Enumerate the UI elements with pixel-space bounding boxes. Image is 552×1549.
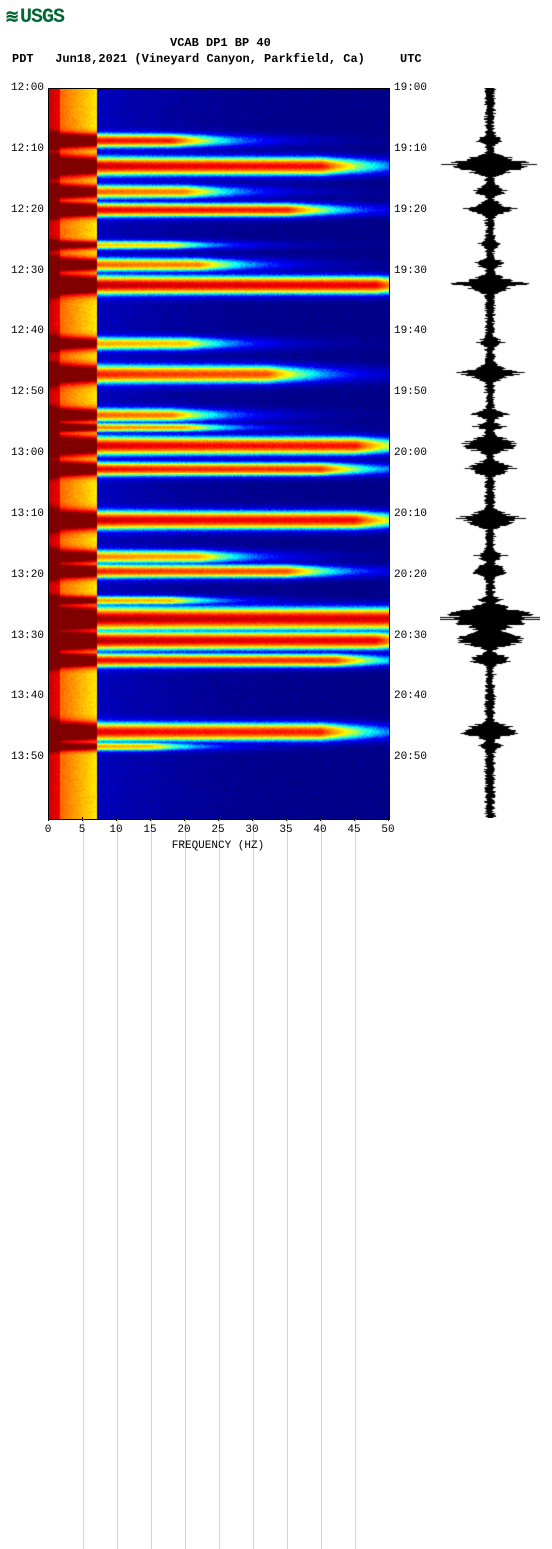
usgs-logo-text: USGS — [20, 6, 64, 29]
frequency-axis: FREQUENCY (HZ) 05101520253035404550 — [48, 820, 388, 860]
time-tick: 20:30 — [394, 630, 434, 642]
time-tick: 20:20 — [394, 569, 434, 581]
usgs-logo: ≋ USGS — [6, 4, 64, 30]
time-tick: 19:50 — [394, 386, 434, 398]
time-tick: 20:50 — [394, 751, 434, 763]
chart-title: VCAB DP1 BP 40 — [170, 36, 271, 50]
spectrogram-panel — [48, 88, 390, 820]
time-tick: 19:10 — [394, 143, 434, 155]
time-tick: 19:40 — [394, 325, 434, 337]
time-tick: 13:10 — [4, 508, 44, 520]
tz-right-label: UTC — [400, 52, 422, 66]
time-tick: 20:10 — [394, 508, 434, 520]
freq-tick: 0 — [45, 824, 52, 836]
chart-subtitle: PDT Jun18,2021 (Vineyard Canyon, Parkfie… — [12, 52, 365, 66]
time-tick: 13:20 — [4, 569, 44, 581]
waveform-canvas — [440, 88, 540, 818]
time-tick: 20:40 — [394, 690, 434, 702]
freq-tick: 25 — [211, 824, 224, 836]
time-tick: 13:40 — [4, 690, 44, 702]
date-station-label: Jun18,2021 (Vineyard Canyon, Parkfield, … — [55, 52, 365, 66]
freq-tick: 10 — [109, 824, 122, 836]
time-tick: 12:40 — [4, 325, 44, 337]
time-tick: 19:20 — [394, 204, 434, 216]
freq-tick: 35 — [279, 824, 292, 836]
freq-tick: 20 — [177, 824, 190, 836]
time-tick: 12:10 — [4, 143, 44, 155]
time-tick: 13:30 — [4, 630, 44, 642]
usgs-wave-icon: ≋ — [6, 4, 18, 30]
freq-tick: 30 — [245, 824, 258, 836]
freq-tick: 15 — [143, 824, 156, 836]
freq-tick: 45 — [347, 824, 360, 836]
spectrogram-canvas — [49, 89, 389, 819]
time-tick: 12:00 — [4, 82, 44, 94]
freq-tick: 50 — [381, 824, 394, 836]
time-tick: 13:50 — [4, 751, 44, 763]
time-tick: 12:50 — [4, 386, 44, 398]
time-tick: 12:30 — [4, 265, 44, 277]
time-tick: 20:00 — [394, 447, 434, 459]
tz-left-label: PDT — [12, 52, 34, 66]
time-tick: 12:20 — [4, 204, 44, 216]
waveform-panel — [440, 88, 540, 818]
freq-tick: 40 — [313, 824, 326, 836]
freq-tick: 5 — [79, 824, 86, 836]
x-axis-label: FREQUENCY (HZ) — [48, 840, 388, 852]
time-tick: 19:00 — [394, 82, 434, 94]
time-tick: 19:30 — [394, 265, 434, 277]
time-tick: 13:00 — [4, 447, 44, 459]
page: ≋ USGS VCAB DP1 BP 40 PDT Jun18,2021 (Vi… — [0, 0, 552, 892]
